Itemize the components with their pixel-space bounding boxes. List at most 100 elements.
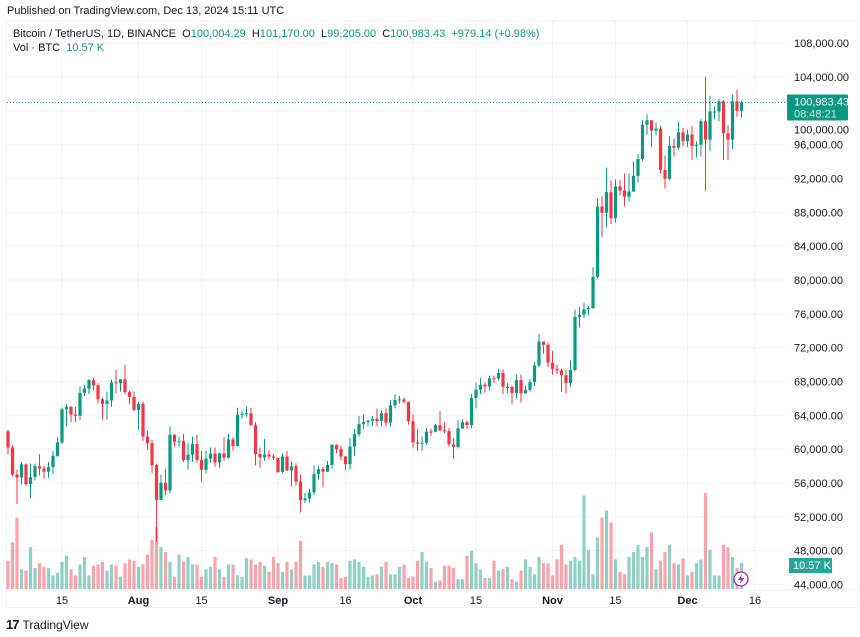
candle — [87, 378, 91, 395]
volume-bar — [528, 566, 532, 589]
candle-body — [262, 454, 267, 458]
candle — [222, 437, 226, 461]
candle-body — [550, 362, 555, 369]
volume-bar — [622, 574, 627, 589]
candle-body — [357, 424, 361, 435]
candle — [132, 391, 136, 412]
candle-body — [51, 455, 55, 467]
price-axis[interactable]: 108,000.00 104,000.00 100,000.00 96,000.00 9… — [794, 38, 849, 591]
volume-bar — [577, 560, 582, 589]
candle — [505, 383, 510, 394]
y-tick-label: 64,000.00 — [794, 410, 843, 422]
candle-body — [721, 101, 726, 134]
volume-bar — [132, 560, 136, 589]
candle — [37, 454, 42, 476]
volume-bar — [37, 563, 42, 589]
volume-bar — [406, 577, 411, 589]
volume-bar — [352, 559, 357, 589]
volume-bars — [6, 493, 744, 589]
candle-body — [564, 375, 568, 384]
candle-body — [559, 370, 564, 376]
candle — [141, 401, 145, 441]
candle — [735, 89, 739, 117]
time-axis[interactable]: 15 Aug 15 Sep 16 Oct 15 Nov 15 Dec 16 — [7, 589, 859, 607]
x-tick-label: 16 — [339, 595, 351, 607]
candle-body — [258, 454, 262, 458]
grid — [7, 21, 785, 590]
candle — [577, 307, 582, 328]
candle-body — [546, 344, 550, 363]
candle-body — [226, 439, 231, 458]
volume-bar — [699, 559, 703, 589]
candle — [172, 433, 177, 447]
candle — [658, 126, 663, 174]
candle-body — [514, 380, 519, 393]
candle-body — [33, 466, 37, 478]
lightning-icon[interactable] — [733, 571, 749, 587]
candle-body — [10, 447, 15, 475]
candle — [199, 450, 204, 483]
volume-bar — [109, 564, 114, 589]
candle — [325, 460, 330, 472]
candle-body — [87, 380, 91, 389]
volume-bar — [676, 564, 681, 589]
volume-bar — [159, 547, 163, 589]
candle — [240, 411, 244, 419]
volume-bar — [204, 569, 208, 589]
candle — [294, 463, 298, 486]
candle-body — [307, 492, 312, 499]
volume-title[interactable]: Vol · BTC — [13, 42, 61, 54]
candle-body — [105, 400, 109, 404]
candle-body — [199, 459, 204, 470]
volume-bar — [150, 539, 154, 589]
candle-body — [352, 434, 357, 447]
candle-body — [240, 413, 244, 415]
candle — [343, 455, 348, 471]
candle-body — [483, 384, 487, 387]
candle — [460, 419, 465, 429]
candle-body — [136, 403, 141, 411]
volume-bar — [550, 575, 555, 589]
candle — [694, 141, 699, 158]
volume-bar — [325, 561, 330, 589]
candle — [6, 429, 10, 455]
volume-bar — [64, 555, 69, 589]
candle-body — [303, 498, 307, 501]
candle-body — [384, 413, 388, 423]
candle — [465, 420, 469, 429]
volume-bar — [190, 564, 195, 589]
candle — [271, 454, 276, 461]
symbol-title[interactable]: Bitcoin / TetherUS, 1D, BINANCE — [13, 28, 177, 40]
candle-body — [492, 378, 496, 380]
volume-bar — [492, 560, 496, 589]
candle-body — [19, 464, 24, 478]
volume-bar — [199, 576, 204, 589]
volume-bar — [114, 565, 118, 589]
open-label: O — [182, 28, 191, 40]
candle-body — [636, 159, 640, 176]
candle — [478, 378, 483, 395]
volume-bar — [384, 561, 388, 589]
volume-label: 10.57 K — [789, 558, 832, 573]
candle — [618, 180, 622, 196]
volume-bar — [240, 576, 244, 589]
candle-body — [285, 456, 289, 471]
candle — [676, 121, 681, 150]
volume-bar — [658, 560, 663, 589]
x-tick-label: 16 — [749, 595, 761, 607]
candle-body — [343, 456, 348, 465]
candle — [231, 437, 235, 451]
volume-bar — [28, 547, 33, 589]
candle-body — [627, 191, 631, 197]
x-tick-label: Aug — [128, 595, 149, 607]
volume-bar — [496, 570, 501, 589]
volume-bar — [343, 576, 348, 589]
candle — [555, 364, 559, 374]
candle-body — [510, 386, 514, 393]
candle-body — [253, 425, 258, 455]
volume-bar — [96, 564, 100, 589]
candle — [703, 77, 708, 192]
tradingview-logo[interactable]: 17 TradingView — [6, 617, 89, 632]
y-tick-label: 100,000.00 — [794, 125, 849, 137]
